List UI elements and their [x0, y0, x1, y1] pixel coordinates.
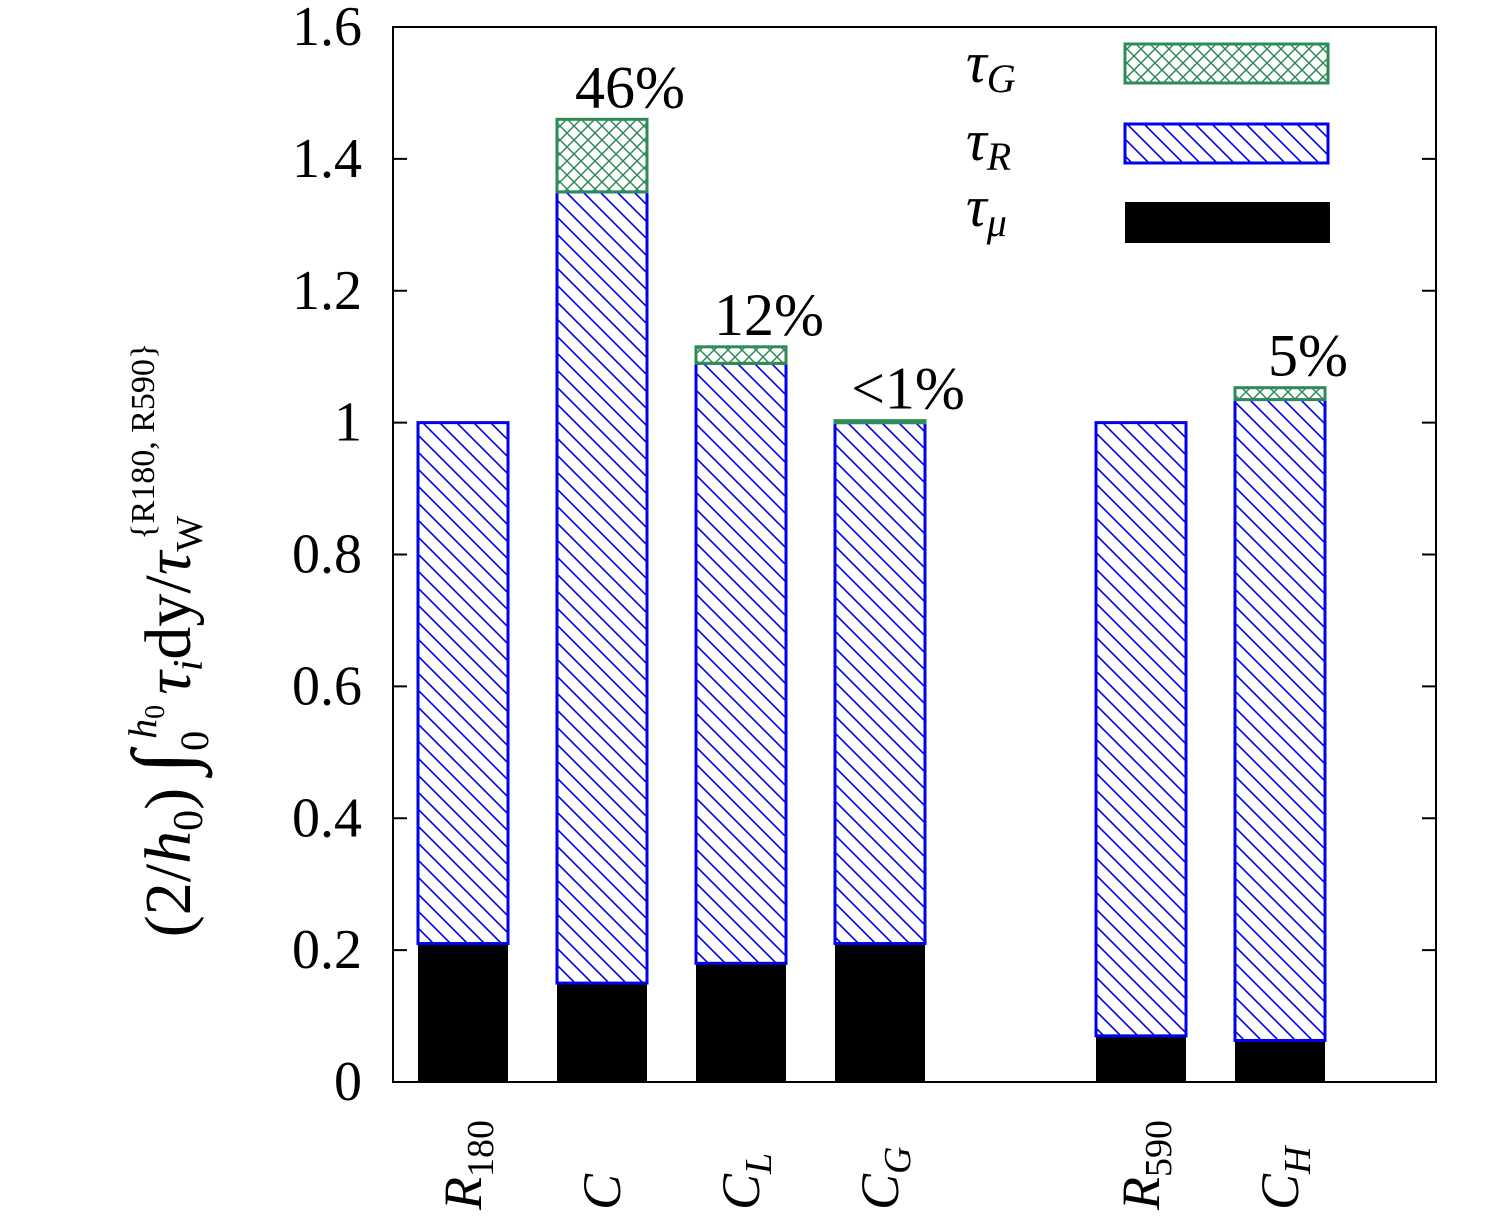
y-tick-label: 1: [334, 392, 362, 454]
legend-swatch-tauR: [1123, 122, 1330, 165]
bar-segment-tau-mu: [1235, 1040, 1325, 1082]
y-tick-label: 0: [334, 1051, 362, 1113]
bar-segment-tau-R: [416, 421, 510, 946]
bar-segment-tau-R: [1233, 398, 1327, 1042]
x-category-label: R180: [433, 1120, 502, 1211]
y-tick-label: 0.4: [292, 787, 362, 849]
bar-segment-tau-mu: [835, 943, 925, 1082]
bar-segment-tau-R: [694, 361, 788, 965]
x-category-label: CL: [711, 1153, 780, 1210]
svg-text:CG: CG: [850, 1147, 919, 1210]
y-tick-label: 0.6: [292, 655, 362, 717]
y-tick-label: 0.2: [292, 919, 362, 981]
percentage-annotation: <1%: [851, 356, 965, 422]
x-category-label: R590: [1111, 1120, 1180, 1211]
bar-segment-tau-mu: [1096, 1035, 1186, 1082]
y-tick-label: 1.6: [292, 0, 362, 58]
y-axis-label: (2/h0)∫0h0τidy/τW{R180, R590}: [116, 343, 217, 937]
legend: τG τR τμ: [966, 30, 1330, 245]
legend-label-tauR: τR: [966, 108, 1011, 179]
legend-swatch-taumu: [1125, 202, 1330, 243]
svg-text:C: C: [572, 1173, 632, 1210]
y-tick-label: 1.4: [292, 128, 362, 190]
bar-segment-tau-R: [1094, 421, 1188, 1038]
legend-swatch-tauG: [1123, 42, 1330, 85]
bar-segment-tau-mu: [557, 983, 647, 1082]
bar-segment-tau-G: [694, 345, 788, 365]
percentage-annotation: 5%: [1268, 323, 1348, 389]
bar-segment-tau-mu: [696, 963, 786, 1082]
svg-text:R180: R180: [433, 1120, 502, 1211]
y-ticks: 0 0.2 0.4 0.6 0.8 1 1.2 1.4 1.6: [292, 0, 1436, 1113]
bar-segment-tau-G: [555, 117, 649, 194]
bar-segment-tau-R: [833, 421, 927, 946]
bar-segment-tau-mu: [418, 943, 508, 1082]
x-category-label: CG: [850, 1147, 919, 1210]
x-category-label: CH: [1250, 1144, 1319, 1210]
bar-segment-tau-G: [833, 419, 927, 425]
bar-segment-tau-G: [1233, 386, 1327, 402]
bars: [416, 117, 1327, 1082]
svg-text:CH: CH: [1250, 1144, 1319, 1210]
x-category-label: C: [572, 1173, 632, 1210]
percentage-annotation: 12%: [714, 282, 824, 348]
svg-text:CL: CL: [711, 1153, 780, 1210]
percentage-annotation: 46%: [575, 54, 685, 120]
svg-text:(2/h0)∫0h0τidy/τW{R180, R590}: (2/h0)∫0h0τidy/τW{R180, R590}: [116, 343, 217, 937]
bar-segment-tau-R: [555, 190, 649, 985]
category-labels: R180 C CL CG R590 CH: [433, 1120, 1319, 1211]
legend-label-tauG: τG: [966, 30, 1016, 101]
legend-label-taumu: τμ: [966, 174, 1007, 245]
y-tick-label: 0.8: [292, 524, 362, 586]
y-tick-label: 1.2: [292, 260, 362, 322]
svg-text:R590: R590: [1111, 1120, 1180, 1211]
annotations: 46% 12% <1% 5%: [575, 54, 1348, 421]
